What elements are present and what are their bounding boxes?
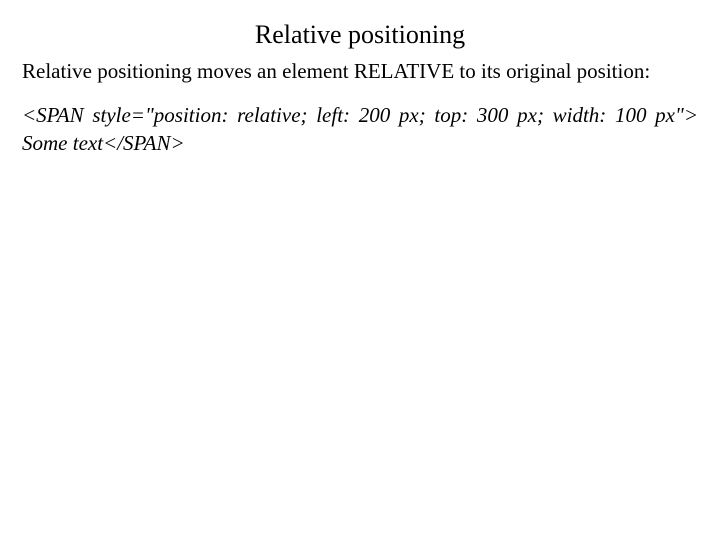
- code-example: <SPAN style="position: relative; left: 2…: [22, 102, 698, 157]
- page-title: Relative positioning: [22, 20, 698, 50]
- description-text: Relative positioning moves an element RE…: [22, 58, 698, 84]
